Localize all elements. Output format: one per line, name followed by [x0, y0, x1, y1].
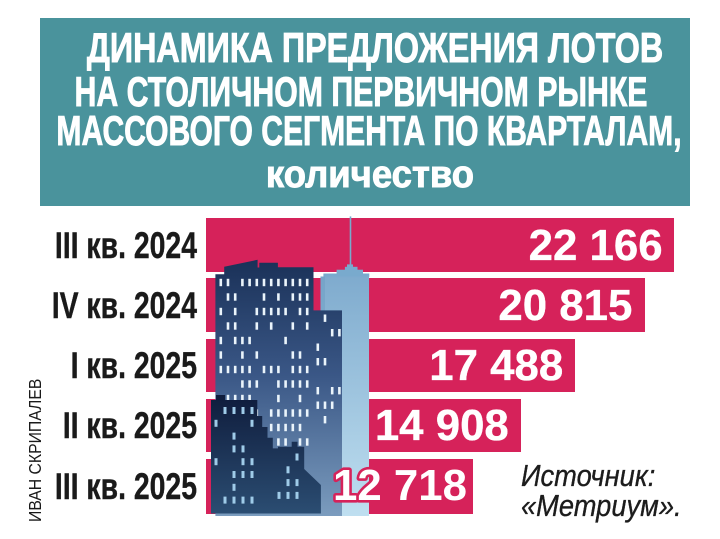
svg-text:12 718: 12 718 — [333, 461, 467, 510]
